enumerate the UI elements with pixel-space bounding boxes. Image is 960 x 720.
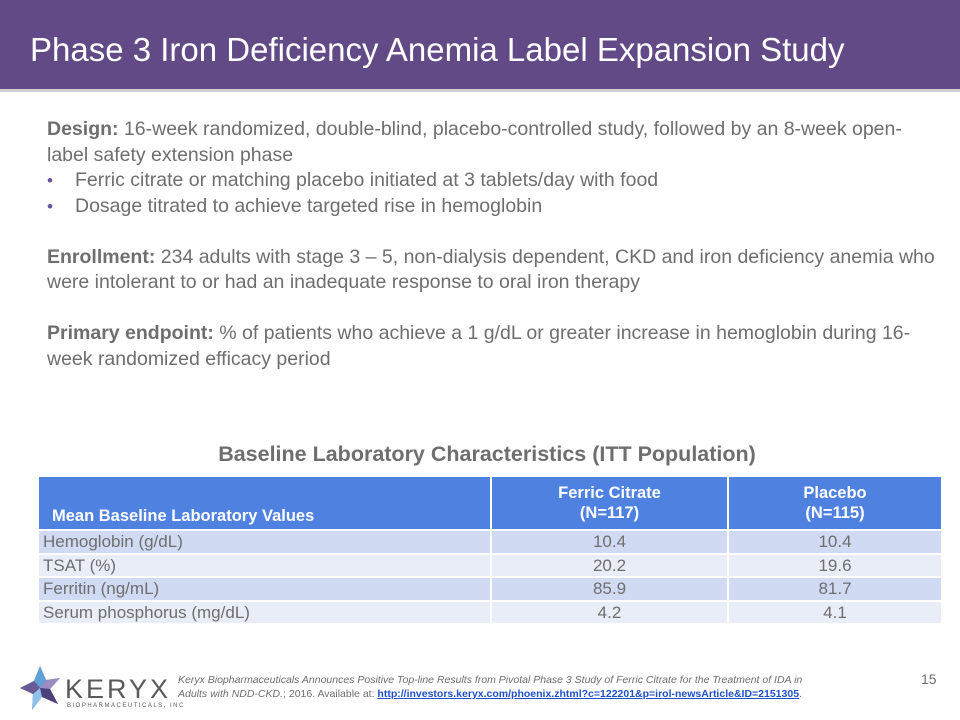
ferric-citrate-value: 85.9 bbox=[490, 576, 729, 602]
citation: Keryx Biopharmaceuticals Announces Posit… bbox=[178, 673, 828, 701]
placebo-value: 4.1 bbox=[727, 599, 943, 625]
row-label: Hemoglobin (g/dL) bbox=[37, 529, 492, 555]
ferric-citrate-value: 20.2 bbox=[490, 552, 729, 578]
keryx-logo: KERYX BIOPHARMACEUTICALS, INC bbox=[20, 666, 183, 714]
primary-endpoint-text: % of patients who achieve a 1 g/dL or gr… bbox=[47, 322, 911, 370]
row-label: Ferritin (ng/mL) bbox=[37, 576, 492, 602]
header-mean-baseline: Mean Baseline Laboratory Values bbox=[37, 475, 492, 531]
placebo-value: 81.7 bbox=[727, 576, 943, 602]
citation-end: . bbox=[799, 688, 802, 700]
citation-source: ; 2016. Available at: bbox=[283, 688, 378, 700]
row-label: TSAT (%) bbox=[37, 552, 492, 578]
design-text: 16-week randomized, double-blind, placeb… bbox=[47, 118, 902, 166]
header-ferric-citrate: Ferric Citrate (N=117) bbox=[490, 475, 729, 531]
citation-link[interactable]: http://investors.keryx.com/phoenix.zhtml… bbox=[377, 688, 800, 700]
bullet-icon: • bbox=[47, 171, 53, 190]
logo-subtitle: BIOPHARMACEUTICALS, INC bbox=[67, 703, 185, 709]
design-label: Design: bbox=[47, 118, 119, 140]
enrollment-text: 234 adults with stage 3 – 5, non-dialysi… bbox=[47, 245, 935, 294]
placebo-value: 19.6 bbox=[727, 552, 943, 578]
table-row: Hemoglobin (g/dL) 10.4 10.4 bbox=[37, 529, 943, 555]
star-logo-icon bbox=[20, 666, 60, 710]
citation-title: Keryx Biopharmaceuticals Announces Posit… bbox=[178, 674, 803, 700]
row-label: Serum phosphorus (mg/dL) bbox=[37, 599, 492, 625]
header-placebo: Placebo (N=115) bbox=[727, 475, 943, 531]
table-row: TSAT (%) 20.2 19.6 bbox=[37, 552, 943, 578]
enrollment-paragraph: Enrollment: 234 adults with stage 3 – 5,… bbox=[47, 245, 937, 296]
bullet-text: Ferric citrate or matching placebo initi… bbox=[75, 169, 659, 191]
ferric-citrate-value: 10.4 bbox=[490, 529, 729, 555]
bullet-text: Dosage titrated to achieve targeted rise… bbox=[75, 194, 543, 217]
slide-body: Design: 16-week randomized, double-blind… bbox=[47, 117, 937, 372]
slide-title: Phase 3 Iron Deficiency Anemia Label Exp… bbox=[30, 31, 845, 68]
table-row: Serum phosphorus (mg/dL) 4.2 4.1 bbox=[37, 599, 943, 625]
baseline-lab-table: Mean Baseline Laboratory Values Ferric C… bbox=[37, 475, 943, 625]
logo-wordmark: KERYX bbox=[65, 674, 172, 704]
table-row: Ferritin (ng/mL) 85.9 81.7 bbox=[37, 576, 943, 602]
design-bullet: • Dosage titrated to achieve targeted ri… bbox=[47, 194, 937, 220]
bullet-icon: • bbox=[47, 196, 53, 216]
placebo-value: 10.4 bbox=[727, 529, 943, 555]
table-header-row: Mean Baseline Laboratory Values Ferric C… bbox=[37, 475, 943, 531]
primary-endpoint-label: Primary endpoint: bbox=[47, 322, 214, 344]
design-paragraph: Design: 16-week randomized, double-blind… bbox=[47, 117, 937, 168]
title-bar: Phase 3 Iron Deficiency Anemia Label Exp… bbox=[0, 0, 960, 92]
design-bullet: • Ferric citrate or matching placebo ini… bbox=[47, 168, 937, 194]
enrollment-label: Enrollment: bbox=[47, 245, 156, 268]
ferric-citrate-value: 4.2 bbox=[490, 599, 729, 625]
primary-endpoint-paragraph: Primary endpoint: % of patients who achi… bbox=[47, 321, 937, 372]
page-number: 15 bbox=[921, 671, 937, 687]
table-title: Baseline Laboratory Characteristics (ITT… bbox=[218, 442, 756, 466]
